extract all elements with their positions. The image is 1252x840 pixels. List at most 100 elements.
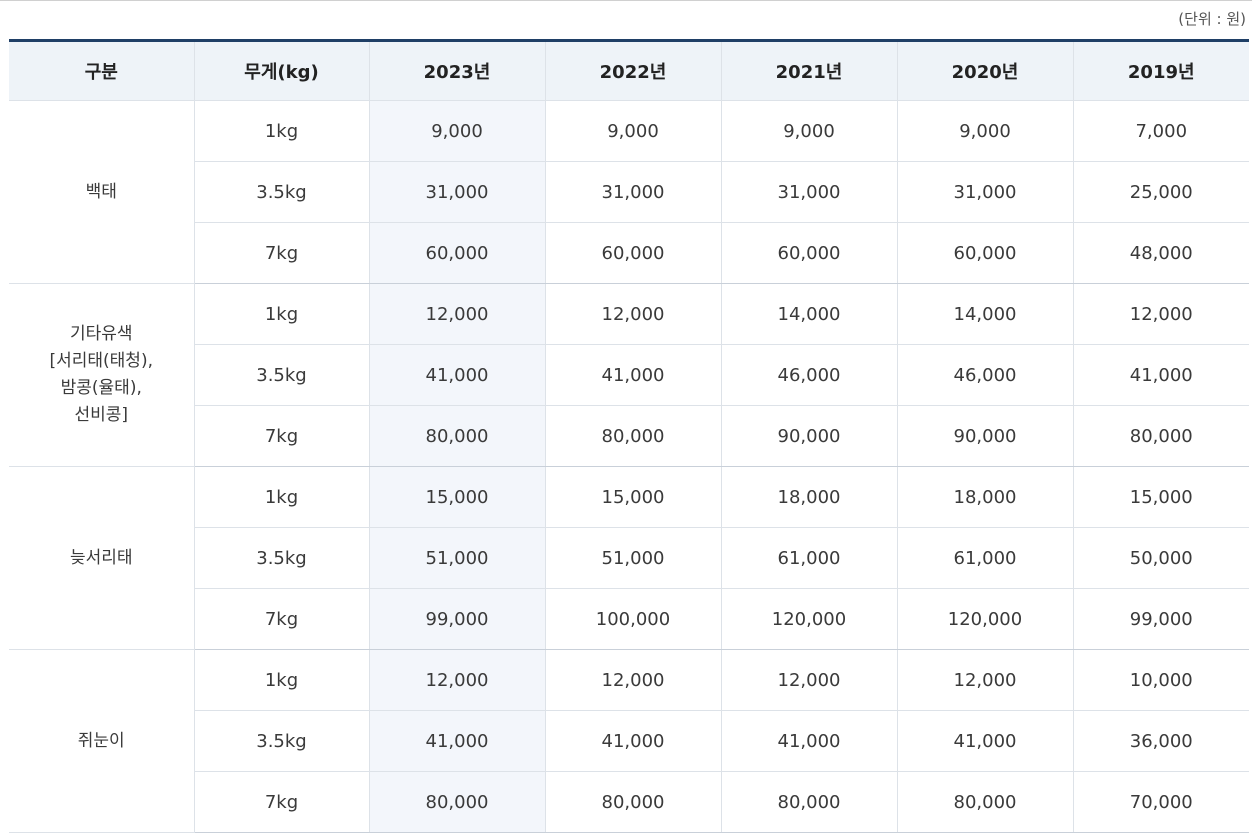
price-cell: 12,000 <box>545 283 722 345</box>
table-row: 쥐눈이 1kg 12,000 12,000 12,000 12,000 10,000 <box>9 649 1249 833</box>
table-row: 7kg 80,000 80,000 80,000 80,000 70,000 <box>9 771 1249 833</box>
price-cell: 80,000 <box>897 771 1074 833</box>
header-category: 구분 <box>9 40 195 101</box>
weight-cell: 3.5kg <box>194 710 370 772</box>
category-cell: 늦서리태 <box>9 466 195 650</box>
weight-cell: 7kg <box>194 588 370 650</box>
price-cell: 120,000 <box>721 588 898 650</box>
price-cell: 46,000 <box>721 344 898 406</box>
price-cell: 80,000 <box>1073 405 1249 467</box>
top-divider <box>0 0 1252 1</box>
price-cell: 90,000 <box>897 405 1074 467</box>
price-cell: 18,000 <box>721 466 898 528</box>
price-cell: 41,000 <box>369 344 546 406</box>
price-cell: 12,000 <box>897 649 1074 711</box>
price-cell: 41,000 <box>1073 344 1249 406</box>
header-year-2021: 2021년 <box>721 40 898 101</box>
header-year-2023: 2023년 <box>369 40 546 101</box>
price-cell: 120,000 <box>897 588 1074 650</box>
price-cell: 41,000 <box>897 710 1074 772</box>
table-row: 늦서리태 1kg 15,000 15,000 18,000 18,000 15,000 <box>9 466 1249 650</box>
price-cell: 90,000 <box>721 405 898 467</box>
price-cell: 61,000 <box>721 527 898 589</box>
weight-cell: 7kg <box>194 771 370 833</box>
price-cell: 31,000 <box>545 161 722 223</box>
price-cell: 51,000 <box>369 527 546 589</box>
price-cell: 60,000 <box>545 222 722 284</box>
price-cell: 14,000 <box>897 283 1074 345</box>
price-cell: 12,000 <box>369 649 546 711</box>
table-row: 3.5kg 51,000 51,000 61,000 61,000 50,000 <box>9 527 1249 589</box>
price-cell: 80,000 <box>721 771 898 833</box>
table-row: 3.5kg 31,000 31,000 31,000 31,000 25,000 <box>9 161 1249 223</box>
price-cell: 7,000 <box>1073 100 1249 162</box>
price-cell: 31,000 <box>369 161 546 223</box>
price-cell: 31,000 <box>897 161 1074 223</box>
price-cell: 70,000 <box>1073 771 1249 833</box>
table-row: 기타유색 [서리태(태청), 밤콩(율태), 선비콩] 1kg 12,000 12,000 1… <box>9 283 1249 467</box>
price-cell: 51,000 <box>545 527 722 589</box>
price-cell: 60,000 <box>721 222 898 284</box>
category-cell: 백태 <box>9 100 195 284</box>
header-year-2020: 2020년 <box>897 40 1074 101</box>
weight-cell: 1kg <box>194 100 370 162</box>
weight-cell: 3.5kg <box>194 161 370 223</box>
price-cell: 80,000 <box>369 405 546 467</box>
weight-cell: 1kg <box>194 283 370 345</box>
table-row: 7kg 99,000 100,000 120,000 120,000 99,000 <box>9 588 1249 650</box>
table-row: 3.5kg 41,000 41,000 41,000 41,000 36,000 <box>9 710 1249 772</box>
price-cell: 15,000 <box>545 466 722 528</box>
price-cell: 80,000 <box>545 405 722 467</box>
header-year-2022: 2022년 <box>545 40 722 101</box>
weight-cell: 1kg <box>194 466 370 528</box>
category-cell: 쥐눈이 <box>9 649 195 833</box>
header-weight: 무게(kg) <box>194 40 370 101</box>
price-cell: 9,000 <box>721 100 898 162</box>
price-cell: 80,000 <box>545 771 722 833</box>
price-cell: 18,000 <box>897 466 1074 528</box>
table-row: 백태 1kg 9,000 9,000 9,000 9,000 7,000 <box>9 100 1249 284</box>
weight-cell: 7kg <box>194 222 370 284</box>
price-cell: 100,000 <box>545 588 722 650</box>
price-cell: 12,000 <box>721 649 898 711</box>
price-cell: 14,000 <box>721 283 898 345</box>
table-row: 3.5kg 41,000 41,000 46,000 46,000 41,000 <box>9 344 1249 406</box>
price-cell: 15,000 <box>1073 466 1249 528</box>
price-cell: 36,000 <box>1073 710 1249 772</box>
price-cell: 12,000 <box>1073 283 1249 345</box>
weight-cell: 3.5kg <box>194 527 370 589</box>
table-row: 7kg 60,000 60,000 60,000 60,000 48,000 <box>9 222 1249 284</box>
price-cell: 12,000 <box>545 649 722 711</box>
price-cell: 46,000 <box>897 344 1074 406</box>
price-cell: 41,000 <box>545 344 722 406</box>
price-cell: 48,000 <box>1073 222 1249 284</box>
price-cell: 60,000 <box>369 222 546 284</box>
price-cell: 50,000 <box>1073 527 1249 589</box>
price-cell: 9,000 <box>369 100 546 162</box>
price-cell: 80,000 <box>369 771 546 833</box>
unit-note: (단위 : 원) <box>1178 10 1246 28</box>
price-cell: 15,000 <box>369 466 546 528</box>
price-cell: 41,000 <box>545 710 722 772</box>
weight-cell: 3.5kg <box>194 344 370 406</box>
price-cell: 12,000 <box>369 283 546 345</box>
weight-cell: 7kg <box>194 405 370 467</box>
price-cell: 61,000 <box>897 527 1074 589</box>
weight-cell: 1kg <box>194 649 370 711</box>
price-cell: 10,000 <box>1073 649 1249 711</box>
table-body: 백태 1kg 9,000 9,000 9,000 9,000 7,000 3.5kg 31,00… <box>9 100 1249 833</box>
table-row: 7kg 80,000 80,000 90,000 90,000 80,000 <box>9 405 1249 467</box>
header-row: 구분 무게(kg) 2023년 2022년 2021년 2020년 2019년 <box>9 40 1249 101</box>
price-cell: 9,000 <box>897 100 1074 162</box>
category-cell: 기타유색 [서리태(태청), 밤콩(율태), 선비콩] <box>9 283 195 467</box>
price-cell: 31,000 <box>721 161 898 223</box>
price-cell: 41,000 <box>369 710 546 772</box>
header-year-2019: 2019년 <box>1073 40 1249 101</box>
price-cell: 25,000 <box>1073 161 1249 223</box>
price-cell: 99,000 <box>1073 588 1249 650</box>
price-table: 구분 무게(kg) 2023년 2022년 2021년 2020년 2019년 … <box>9 39 1249 833</box>
price-cell: 99,000 <box>369 588 546 650</box>
price-cell: 9,000 <box>545 100 722 162</box>
price-cell: 60,000 <box>897 222 1074 284</box>
price-cell: 41,000 <box>721 710 898 772</box>
